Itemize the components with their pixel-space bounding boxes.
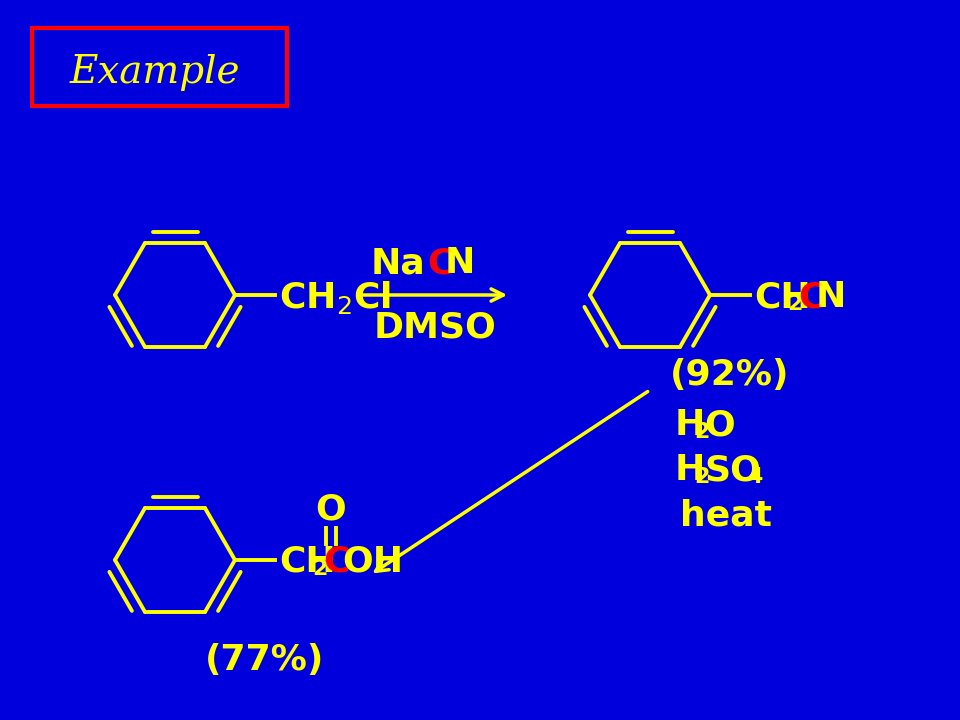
Text: O: O (316, 493, 347, 527)
Text: H: H (675, 408, 706, 442)
Text: 4: 4 (747, 467, 762, 487)
Text: C: C (798, 280, 825, 314)
Text: heat: heat (680, 498, 772, 532)
Text: DMSO: DMSO (373, 310, 496, 344)
Text: SO: SO (704, 453, 761, 487)
FancyBboxPatch shape (32, 28, 287, 106)
Text: CH$_2$Cl: CH$_2$Cl (279, 279, 391, 315)
Text: 2: 2 (694, 422, 709, 442)
Text: 2: 2 (694, 467, 709, 487)
Text: Na: Na (371, 246, 425, 280)
Text: Example: Example (70, 53, 240, 91)
Text: OH: OH (342, 545, 403, 579)
Text: C: C (323, 545, 349, 579)
Text: 2: 2 (312, 559, 327, 579)
Text: H: H (675, 453, 706, 487)
Text: O: O (704, 408, 734, 442)
Text: CH: CH (754, 280, 811, 314)
Text: CH: CH (279, 545, 336, 579)
Text: (92%): (92%) (670, 358, 790, 392)
Text: 2: 2 (787, 294, 803, 314)
Text: (77%): (77%) (205, 643, 324, 677)
Text: N: N (445, 246, 475, 280)
Text: N: N (816, 280, 847, 314)
Text: C: C (427, 246, 453, 280)
